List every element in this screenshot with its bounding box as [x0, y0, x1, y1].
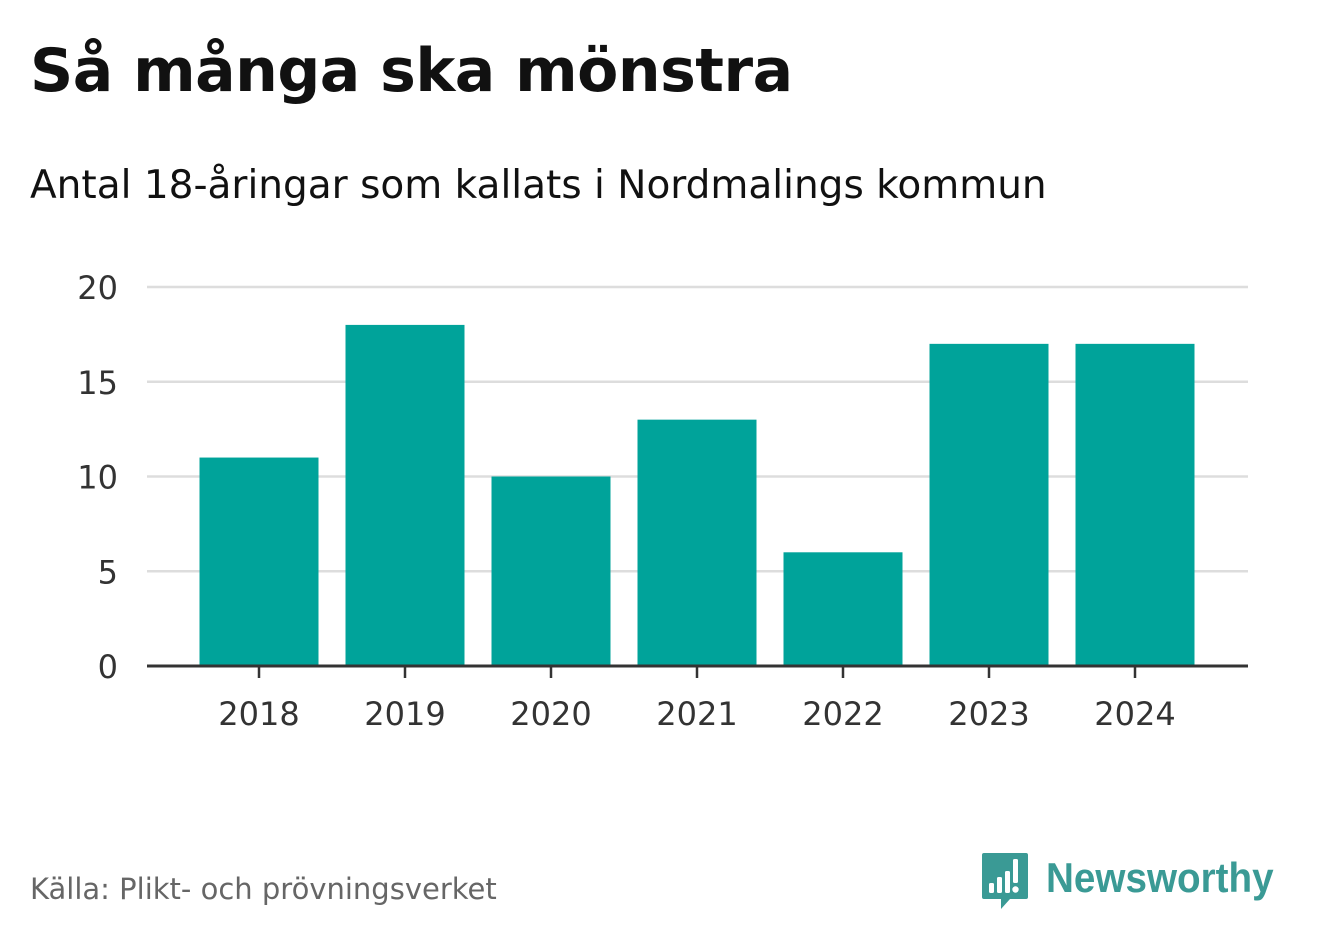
- x-tick-label-2021: 2021: [656, 695, 737, 733]
- brand-name: Newsworthy: [1046, 854, 1274, 901]
- bars: [199, 324, 1195, 666]
- bar-2024: [1075, 343, 1195, 666]
- x-tick-label-2022: 2022: [802, 695, 883, 733]
- source-note: Källa: Plikt- och prövningsverket: [30, 872, 497, 906]
- bar-2020: [491, 476, 611, 666]
- bar-2021: [637, 419, 757, 666]
- chart-subtitle: Antal 18-åringar som kallats i Nordmalin…: [30, 163, 1047, 208]
- x-tick-label-2020: 2020: [510, 695, 591, 733]
- y-tick-label-10: 10: [77, 459, 118, 497]
- y-tick-label-15: 15: [77, 364, 118, 402]
- x-tick-label-2024: 2024: [1094, 695, 1175, 733]
- bar-2019: [345, 324, 465, 666]
- brand-logo: Newsworthy: [980, 850, 1293, 912]
- x-tick-label-2019: 2019: [364, 695, 445, 733]
- bar-2022: [783, 552, 903, 666]
- bar-2018: [199, 457, 319, 666]
- bar-chart: 0 5 10 15 20 2018 2019 2020 2021 2022 2023 2024: [77, 269, 1248, 733]
- chart-title: Så många ska mönstra: [30, 36, 793, 106]
- y-tick-label-0: 0: [98, 648, 118, 686]
- y-tick-label-20: 20: [77, 269, 118, 307]
- bar-2023: [929, 343, 1049, 666]
- x-tick-label-2018: 2018: [218, 695, 299, 733]
- y-tick-label-5: 5: [98, 553, 118, 591]
- axes: 0 5 10 15 20 2018 2019 2020 2021 2022 2023 2024: [77, 269, 1248, 733]
- x-tick-label-2023: 2023: [948, 695, 1029, 733]
- bar-chart-speech-bubble-icon: [982, 853, 1028, 909]
